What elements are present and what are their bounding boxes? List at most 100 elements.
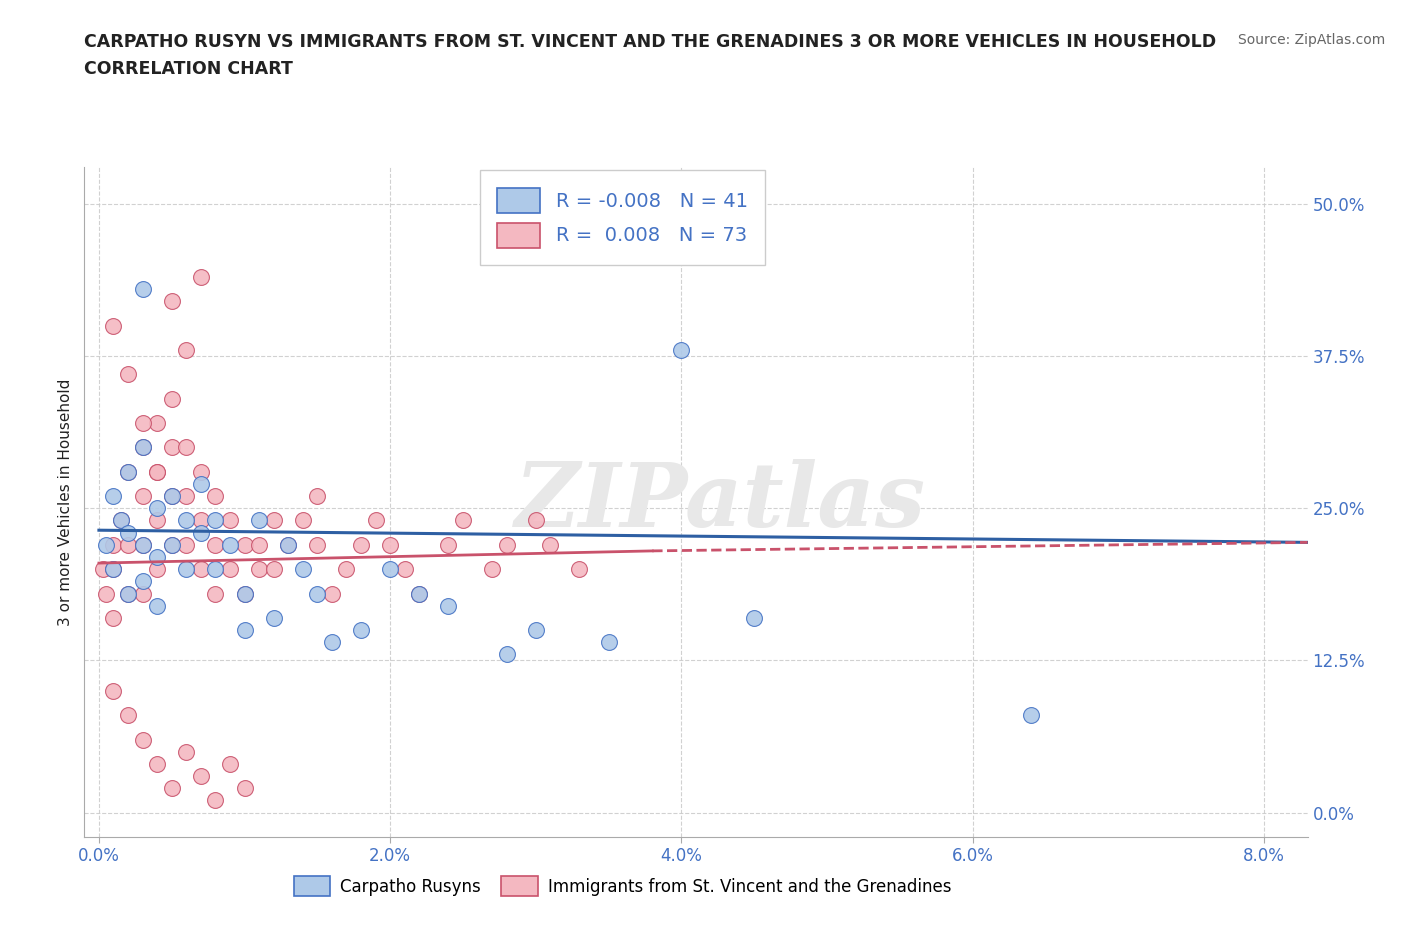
- Point: [291, 562, 314, 577]
- Point: [233, 586, 256, 601]
- Point: [160, 538, 183, 552]
- Point: [160, 538, 183, 552]
- Point: [233, 622, 256, 637]
- Point: [160, 781, 183, 796]
- Point: [378, 562, 402, 577]
- Point: [378, 538, 402, 552]
- Point: [131, 440, 153, 455]
- Point: [247, 538, 270, 552]
- Point: [131, 586, 153, 601]
- Point: [524, 622, 547, 637]
- Point: [364, 513, 387, 528]
- Point: [204, 488, 226, 503]
- Point: [103, 488, 125, 503]
- Point: [131, 538, 153, 552]
- Point: [103, 684, 125, 698]
- Point: [160, 488, 183, 503]
- Point: [495, 538, 517, 552]
- Point: [233, 586, 256, 601]
- Point: [742, 610, 765, 625]
- Point: [174, 440, 197, 455]
- Point: [174, 342, 197, 357]
- Point: [451, 513, 474, 528]
- Point: [131, 488, 153, 503]
- Point: [190, 513, 212, 528]
- Point: [538, 538, 561, 552]
- Point: [233, 781, 256, 796]
- Point: [174, 744, 197, 759]
- Point: [103, 318, 125, 333]
- Point: [146, 464, 169, 479]
- Point: [219, 756, 242, 771]
- Point: [110, 513, 132, 528]
- Point: [146, 501, 169, 516]
- Point: [481, 562, 503, 577]
- Point: [160, 488, 183, 503]
- Legend: Carpatho Rusyns, Immigrants from St. Vincent and the Grenadines: Carpatho Rusyns, Immigrants from St. Vin…: [287, 870, 957, 902]
- Point: [219, 562, 242, 577]
- Point: [174, 562, 197, 577]
- Point: [117, 367, 139, 382]
- Point: [204, 538, 226, 552]
- Text: Source: ZipAtlas.com: Source: ZipAtlas.com: [1237, 33, 1385, 46]
- Point: [263, 610, 285, 625]
- Point: [524, 513, 547, 528]
- Point: [408, 586, 430, 601]
- Point: [110, 513, 132, 528]
- Point: [91, 562, 114, 577]
- Point: [146, 513, 169, 528]
- Point: [247, 562, 270, 577]
- Point: [437, 598, 460, 613]
- Point: [350, 622, 373, 637]
- Point: [131, 574, 153, 589]
- Point: [103, 562, 125, 577]
- Point: [277, 538, 299, 552]
- Point: [394, 562, 416, 577]
- Point: [204, 793, 226, 808]
- Point: [131, 440, 153, 455]
- Point: [131, 416, 153, 431]
- Point: [568, 562, 591, 577]
- Point: [321, 635, 343, 650]
- Point: [190, 769, 212, 784]
- Point: [307, 538, 329, 552]
- Point: [233, 538, 256, 552]
- Point: [103, 562, 125, 577]
- Point: [190, 525, 212, 540]
- Point: [160, 294, 183, 309]
- Point: [263, 562, 285, 577]
- Point: [190, 562, 212, 577]
- Point: [437, 538, 460, 552]
- Point: [117, 586, 139, 601]
- Point: [174, 488, 197, 503]
- Point: [146, 756, 169, 771]
- Point: [117, 708, 139, 723]
- Point: [495, 647, 517, 662]
- Text: ZIPatlas: ZIPatlas: [515, 458, 927, 546]
- Point: [335, 562, 357, 577]
- Point: [190, 270, 212, 285]
- Point: [117, 525, 139, 540]
- Point: [146, 562, 169, 577]
- Point: [291, 513, 314, 528]
- Point: [598, 635, 620, 650]
- Point: [117, 538, 139, 552]
- Point: [350, 538, 373, 552]
- Text: CORRELATION CHART: CORRELATION CHART: [84, 60, 294, 78]
- Point: [96, 586, 118, 601]
- Point: [190, 464, 212, 479]
- Point: [117, 464, 139, 479]
- Text: CARPATHO RUSYN VS IMMIGRANTS FROM ST. VINCENT AND THE GRENADINES 3 OR MORE VEHIC: CARPATHO RUSYN VS IMMIGRANTS FROM ST. VI…: [84, 33, 1216, 50]
- Point: [146, 598, 169, 613]
- Point: [160, 392, 183, 406]
- Point: [204, 562, 226, 577]
- Point: [160, 440, 183, 455]
- Point: [117, 464, 139, 479]
- Point: [204, 513, 226, 528]
- Point: [96, 538, 118, 552]
- Point: [219, 513, 242, 528]
- Point: [131, 538, 153, 552]
- Point: [103, 538, 125, 552]
- Point: [263, 513, 285, 528]
- Point: [671, 342, 693, 357]
